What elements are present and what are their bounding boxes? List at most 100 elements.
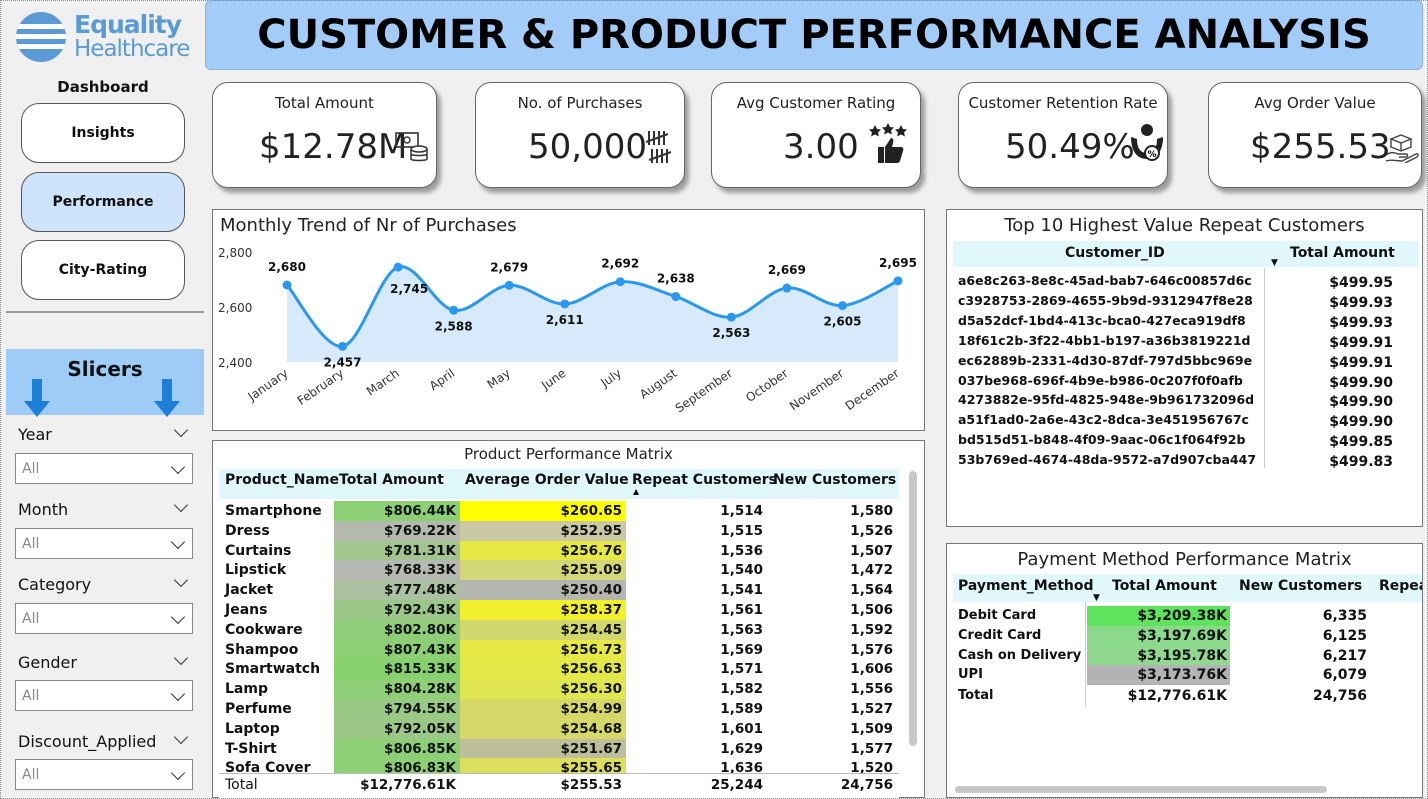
horizontal-scrollbar[interactable] — [955, 786, 1327, 793]
total-amount: $806.85K — [384, 740, 456, 757]
repeat-customers: 1,589 — [720, 701, 763, 717]
chevron-down-icon[interactable] — [173, 497, 189, 513]
new-customers: 1,592 — [850, 621, 893, 638]
data-label: 2,679 — [490, 260, 528, 274]
customer-id: 037be968-696f-4b9e-b986-0c207f0f0afb — [958, 372, 1243, 388]
payment-amount: $3,209.38K — [1137, 608, 1227, 624]
data-label: 2,611 — [546, 313, 584, 327]
product-name: Jacket — [225, 582, 274, 599]
slicers-title: Slicers — [67, 357, 143, 381]
amount-cell-bg — [334, 679, 460, 700]
gender-slicer-label: Gender — [18, 653, 77, 672]
product-name: Dress — [225, 522, 270, 539]
product-name: Curtains — [225, 542, 292, 559]
arrow-down-icon — [154, 379, 180, 417]
avg-order-value: $255.65 — [560, 760, 623, 777]
chevron-down-icon[interactable] — [173, 572, 189, 588]
total-amount: $12,776.61K — [1127, 688, 1227, 704]
total-amount: $769.22K — [384, 522, 456, 539]
new-customers: 6,217 — [1322, 647, 1367, 664]
amount-cell-bg — [334, 639, 460, 660]
data-point — [338, 341, 348, 351]
tally-icon — [645, 131, 672, 163]
amount-cell-bg — [334, 540, 460, 561]
amount-cell-bg — [334, 520, 460, 541]
total-amount: $777.48K — [384, 582, 456, 599]
data-label: 2,588 — [435, 319, 473, 333]
data-point — [504, 280, 514, 290]
top-customers-title: Top 10 Highest Value Repeat Customers — [1004, 215, 1365, 236]
customer-id: bd515d51-b848-4f09-9aac-06c1f064f92b — [958, 432, 1246, 448]
x-tick-label: June — [538, 366, 568, 393]
amount-cell-bg — [334, 619, 460, 640]
customer-id: 18f61c2b-3f22-4bb1-b197-a36b3819221d — [958, 332, 1251, 348]
avg-order-value: $251.67 — [560, 740, 623, 757]
discount-dropdown[interactable]: All — [15, 759, 193, 790]
y-tick-label: 2,600 — [218, 301, 252, 315]
retention-icon: % — [1131, 124, 1163, 161]
chevron-down-icon[interactable] — [173, 422, 189, 438]
total-amount: $806.83K — [384, 760, 456, 777]
year-dropdown[interactable]: All — [15, 453, 193, 484]
customer-amount: $499.83 — [1329, 454, 1393, 471]
nav-performance-button[interactable]: Performance — [21, 172, 185, 232]
avg-order-value: $256.76 — [560, 542, 623, 559]
data-label: 2,692 — [601, 257, 639, 271]
kpi-label: Customer Retention Rate — [968, 94, 1158, 112]
customer-id: 53b769ed-4674-48da-9572-a7d907cba447 — [958, 452, 1257, 468]
y-tick-label: 2,400 — [218, 356, 252, 370]
total-aov: $255.53 — [560, 777, 623, 793]
gender-dropdown[interactable]: All — [15, 680, 193, 711]
x-tick-label: February — [295, 366, 347, 408]
amount-cell-bg — [334, 580, 460, 601]
nav-insights-button[interactable]: Insights — [21, 103, 185, 163]
column-divider — [1264, 268, 1265, 468]
brand-line-1: Equality — [74, 10, 182, 39]
new-customers: 6,125 — [1322, 627, 1367, 644]
total-amount: $792.05K — [384, 720, 456, 737]
avg-order-value: $260.65 — [560, 503, 623, 519]
x-tick-label: August — [637, 366, 680, 402]
total-amount: $807.43K — [384, 641, 456, 658]
data-point — [393, 262, 403, 272]
kpi-purchases: No. of Purchases 50,000 — [475, 82, 685, 188]
repeat-customers: 1,514 — [720, 503, 763, 519]
top-customers-panel: Top 10 Highest Value Repeat Customers Cu… — [946, 209, 1423, 527]
customer-id: a51f1ad0-2a6e-43c2-8dca-3e451956767c — [958, 412, 1249, 428]
aov-cell-bg — [460, 659, 626, 680]
logo-mark-icon — [16, 12, 66, 62]
product-name: Smartphone — [225, 503, 322, 519]
monthly-trend-panel: Monthly Trend of Nr of Purchases 2,800 2,… — [212, 209, 925, 431]
vertical-scrollbar[interactable] — [909, 471, 917, 746]
avg-order-value: $250.40 — [560, 582, 623, 599]
kpi-label: Avg Order Value — [1254, 94, 1376, 112]
repeat-customers: 1,582 — [720, 681, 763, 698]
category-dropdown[interactable]: All — [15, 603, 193, 634]
repeat-customers: 1,601 — [720, 720, 763, 737]
new-customers: 6,335 — [1322, 608, 1367, 624]
discount-slicer-label: Discount_Applied — [18, 732, 157, 751]
total-amount: $804.28K — [384, 681, 456, 698]
chevron-down-icon[interactable] — [173, 650, 189, 666]
money-stack-icon — [395, 132, 428, 162]
avg-order-value: $254.99 — [560, 701, 623, 717]
month-dropdown[interactable]: All — [15, 528, 193, 559]
data-label: 2,695 — [879, 256, 917, 270]
trend-chart: 2,800 2,600 2,400 2,680 January 2,457February… — [218, 246, 917, 416]
data-point — [837, 301, 847, 311]
kpi-total-amount: Total Amount $12.78M — [212, 82, 437, 188]
payment-method: Credit Card — [958, 627, 1042, 643]
total-amount: $794.55K — [384, 701, 456, 717]
total-amount: $12,776.61K — [360, 777, 456, 793]
data-point — [615, 277, 625, 287]
new-customers: 1,506 — [850, 602, 893, 618]
aov-cell-bg — [460, 501, 626, 521]
thumbs-up-stars-icon — [869, 123, 907, 163]
data-point — [449, 305, 459, 315]
chevron-down-icon[interactable] — [173, 729, 189, 745]
nav-city-rating-button[interactable]: City-Rating — [21, 240, 185, 300]
column-header: Customer_ID — [1065, 245, 1165, 261]
total-amount: $806.44K — [384, 503, 456, 519]
area-fill — [287, 266, 898, 362]
brand-logo: Equality Healthcare — [14, 8, 199, 64]
